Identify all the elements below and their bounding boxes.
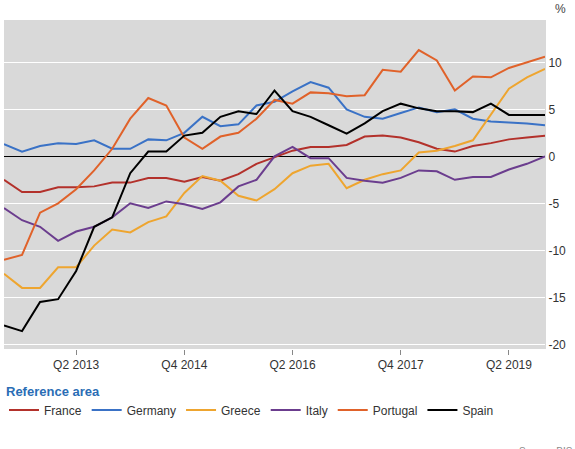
svg-text:Germany: Germany (127, 404, 176, 418)
svg-text:-20: -20 (548, 338, 566, 352)
svg-text:Q2 2019: Q2 2019 (486, 358, 532, 372)
svg-text:Spain: Spain (462, 404, 493, 418)
svg-text:-15: -15 (548, 291, 566, 305)
svg-text:-5: -5 (548, 197, 559, 211)
svg-text:%: % (555, 2, 566, 16)
svg-text:Portugal: Portugal (373, 404, 418, 418)
svg-text:10: 10 (548, 56, 562, 70)
svg-text:France: France (44, 404, 82, 418)
svg-text:Q4 2017: Q4 2017 (378, 358, 424, 372)
svg-text:Reference area: Reference area (6, 384, 100, 399)
svg-text:0: 0 (548, 150, 555, 164)
svg-text:Greece: Greece (221, 404, 261, 418)
svg-text:Q2 2016: Q2 2016 (270, 358, 316, 372)
svg-text:-10: -10 (548, 244, 566, 258)
svg-text:Q4 2014: Q4 2014 (161, 358, 207, 372)
svg-text:Source: BIS: Source: BIS (519, 446, 573, 449)
svg-text:Q2 2013: Q2 2013 (53, 358, 99, 372)
svg-text:5: 5 (548, 103, 555, 117)
svg-text:Italy: Italy (306, 404, 328, 418)
